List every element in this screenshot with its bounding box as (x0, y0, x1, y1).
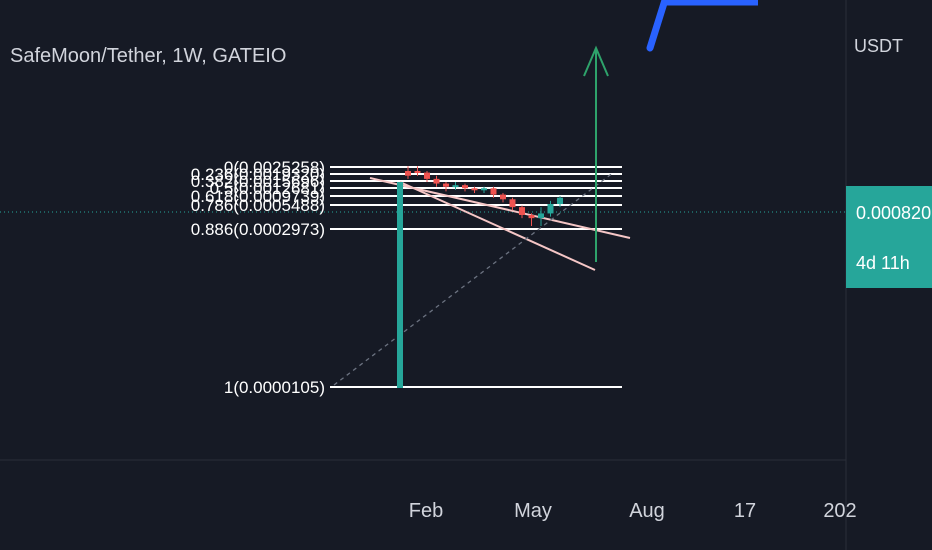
candle-body (414, 171, 421, 173)
chart-title: SafeMoon/Tether, 1W, GATEIO (10, 45, 286, 67)
candle-body (471, 188, 478, 191)
candles (405, 166, 563, 226)
candle-body (405, 171, 411, 176)
candle-body (528, 215, 535, 219)
candle-body (547, 204, 554, 214)
x-tick-label: May (514, 500, 552, 522)
candle-body (433, 178, 440, 184)
price-tag-value: 0.0008209 (856, 203, 932, 223)
fib-level-label: 0.886(0.0002973) (191, 220, 325, 239)
projection-arrow[interactable] (583, 45, 609, 262)
candle-body (424, 172, 430, 179)
fib-level-label: 0.5(0.0012681) (210, 179, 325, 198)
candle-body (557, 197, 563, 204)
fib-retracement[interactable]: 0(0.0025258)0.236(0.0019320)0.382(0.0015… (191, 158, 622, 397)
impulse-bar (397, 182, 403, 388)
x-tick-label: 202 (823, 500, 856, 522)
currency-label: USDT (854, 36, 903, 56)
candle-body (500, 194, 506, 200)
fib-level-label: 1(0.0000105) (224, 378, 325, 397)
blue-drawing-stroke (646, 0, 669, 52)
candle-body (452, 185, 459, 188)
candle-body (481, 188, 487, 191)
candle-body (490, 188, 497, 195)
fib-level-label: 0(0.0025258) (224, 158, 325, 177)
candle-body (538, 213, 544, 219)
x-tick-label: 17 (734, 500, 756, 522)
descending-channel[interactable] (369, 177, 631, 271)
candle-body (462, 185, 468, 189)
projection-arrow-head (583, 45, 609, 77)
price-tag-box (846, 186, 932, 288)
blue-drawing[interactable] (646, 0, 758, 52)
fib-level-label: 0.786(0.0005488) (191, 196, 325, 215)
time-axis: Feb May Aug 17 202 (409, 500, 857, 522)
last-price-tag: 0.0008209 4d 11h (846, 186, 932, 288)
channel-lower-line[interactable] (399, 181, 596, 271)
candle-body (509, 199, 516, 208)
fib-level-label: 0.618(0.0009739) (191, 187, 325, 206)
dashed-trend-line[interactable] (333, 171, 615, 386)
x-tick-label: Feb (409, 500, 443, 522)
x-tick-label: Aug (629, 500, 665, 522)
candle-body (443, 183, 449, 187)
fib-level-label: 0.382(0.0015696) (191, 172, 325, 191)
price-tag-countdown: 4d 11h (856, 253, 910, 273)
candle-body (519, 207, 525, 215)
fib-level-label: 0.236(0.0019320) (191, 165, 325, 184)
